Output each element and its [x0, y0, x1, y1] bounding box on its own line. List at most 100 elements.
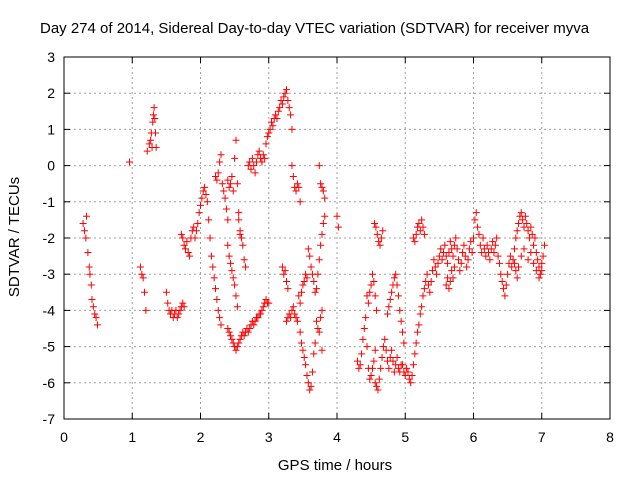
data-point: [217, 321, 225, 329]
data-point: [510, 245, 518, 253]
data-point: [262, 296, 270, 304]
data-point: [229, 187, 237, 195]
data-point: [183, 238, 191, 246]
data-point: [356, 361, 364, 369]
data-point: [384, 310, 392, 318]
data-point: [233, 180, 241, 188]
data-point: [418, 303, 426, 311]
data-point: [251, 317, 259, 325]
data-point: [296, 198, 304, 206]
data-point: [371, 292, 379, 300]
data-point: [298, 339, 306, 347]
data-point: [282, 86, 290, 94]
data-point: [267, 118, 275, 126]
data-point: [212, 285, 220, 293]
data-point: [296, 299, 304, 307]
data-point: [181, 245, 189, 253]
data-point: [227, 259, 235, 267]
data-point: [490, 248, 498, 256]
data-point: [411, 350, 419, 358]
data-point: [173, 314, 181, 322]
data-point: [319, 187, 327, 195]
y-tick-label: -5: [43, 339, 56, 355]
data-point: [468, 248, 476, 256]
data-point: [506, 252, 514, 260]
data-point: [538, 267, 546, 275]
data-point: [235, 339, 243, 347]
data-point: [203, 198, 211, 206]
data-point: [500, 285, 508, 293]
data-point: [364, 299, 372, 307]
data-point: [194, 220, 202, 228]
data-point: [497, 270, 505, 278]
data-point: [292, 314, 300, 322]
data-point: [418, 216, 426, 224]
data-point: [84, 248, 92, 256]
data-point: [235, 216, 243, 224]
data-point: [539, 252, 547, 260]
data-point: [528, 230, 536, 238]
data-point: [452, 234, 460, 242]
data-point: [401, 372, 409, 380]
y-tick-label: 3: [47, 49, 55, 65]
y-tick-label: 1: [47, 121, 55, 137]
data-point: [89, 303, 97, 311]
data-point: [216, 314, 224, 322]
data-point: [457, 259, 465, 267]
data-point: [371, 379, 379, 387]
data-point: [535, 274, 543, 282]
data-point: [321, 194, 329, 202]
data-point: [416, 310, 424, 318]
data-point: [394, 364, 402, 372]
data-point: [512, 267, 520, 275]
data-point: [304, 245, 312, 253]
data-point: [373, 382, 381, 390]
data-point: [377, 364, 385, 372]
data-point: [333, 212, 341, 220]
data-point: [152, 144, 160, 151]
data-point: [389, 357, 397, 365]
data-point: [509, 256, 517, 264]
data-point: [453, 245, 461, 253]
data-point: [429, 267, 437, 275]
data-point: [483, 241, 491, 249]
data-point: [470, 234, 477, 242]
ticks: 0 1 2 3 4 5 6 7 8 -7 -6 -5 -4 -3 -2 -1 0 1 2 3: [43, 49, 615, 445]
data-point: [266, 125, 274, 133]
data-point: [386, 353, 394, 361]
data-point: [162, 288, 170, 296]
data-point: [494, 252, 502, 260]
data-point: [315, 162, 323, 170]
data-point: [480, 245, 488, 253]
data-point: [317, 314, 325, 322]
data-point: [334, 223, 342, 231]
data-point: [409, 234, 417, 242]
data-point: [141, 288, 149, 296]
data-point: [206, 234, 214, 242]
data-point: [377, 234, 385, 242]
data-point: [232, 292, 240, 300]
data-point: [517, 209, 525, 217]
data-point: [277, 96, 285, 104]
data-point: [442, 252, 450, 260]
data-point: [392, 270, 400, 278]
data-point: [409, 361, 417, 369]
data-point: [284, 285, 292, 293]
x-axis-label: GPS time / hours: [278, 457, 392, 474]
y-tick-label: -7: [43, 411, 56, 427]
data-point: [142, 306, 150, 314]
data-point: [313, 317, 321, 325]
data-point: [225, 183, 233, 191]
data-point: [263, 133, 271, 141]
data-point: [482, 252, 490, 260]
data-point: [274, 107, 282, 115]
data-point: [231, 281, 239, 289]
data-point: [472, 209, 480, 217]
data-point: [82, 234, 90, 242]
x-tick-label: 5: [401, 429, 409, 445]
data-point: [355, 364, 363, 372]
data-point: [479, 234, 487, 242]
data-point: [385, 364, 393, 372]
data-point: [236, 227, 244, 235]
data-point: [293, 317, 301, 325]
